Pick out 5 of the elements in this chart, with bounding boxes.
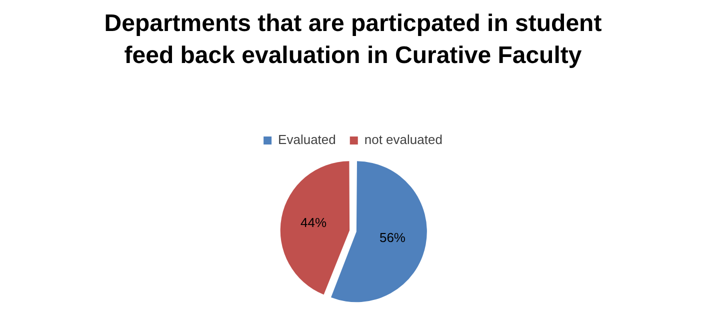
legend-label: not evaluated	[364, 132, 442, 148]
data-label: 56%	[379, 230, 406, 246]
chart-title: Departments that are particpated in student feed back evaluation in Curative Faculty	[103, 9, 603, 71]
legend-label: Evaluated	[278, 132, 336, 148]
data-label: 44%	[300, 215, 327, 230]
